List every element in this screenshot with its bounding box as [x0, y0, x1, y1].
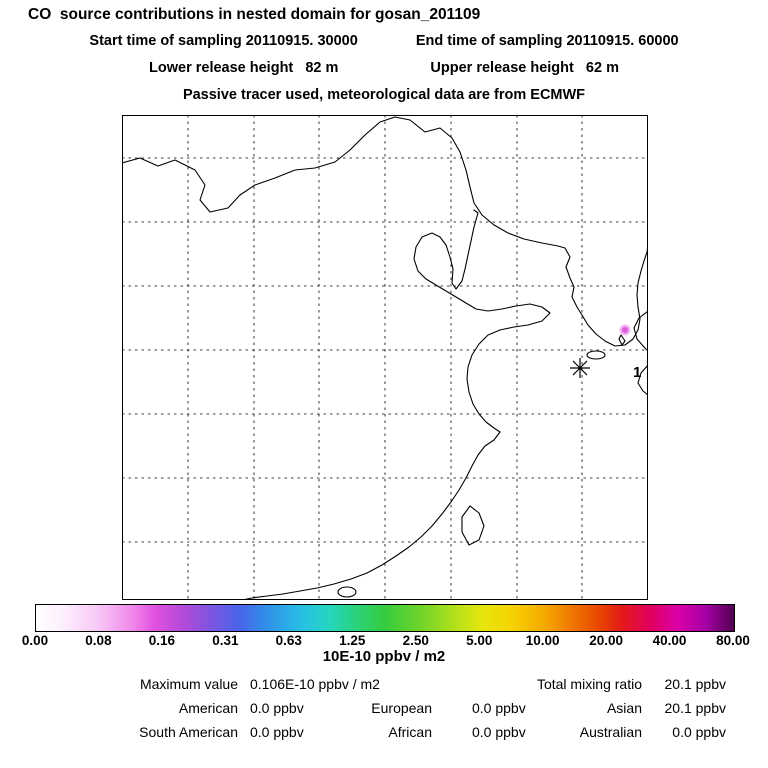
- region-label-american: American: [178, 700, 238, 716]
- colorbar-tick-label: 10.00: [525, 633, 560, 648]
- total-mixing-ratio-value: 20.1 ppbv: [664, 676, 727, 692]
- region-label-south-american: South American: [139, 724, 238, 740]
- colorbar-units: 10E-10 ppbv / m2: [322, 648, 446, 665]
- release-heights-row: Lower release height 82 m Upper release …: [0, 60, 768, 76]
- region-label-african: African: [388, 724, 432, 740]
- total-mixing-ratio-label: Total mixing ratio: [536, 676, 642, 692]
- receptor-marker-icon: [570, 358, 590, 378]
- start-time-text: Start time of sampling 20110915. 30000: [89, 33, 358, 49]
- taiwan-island: [461, 505, 485, 546]
- map-frame: 1: [121, 115, 649, 601]
- colorbar-tick-label: 0.00: [21, 633, 49, 648]
- region-value-american: 0.0 ppbv: [250, 700, 304, 716]
- map-svg: 1: [121, 115, 649, 601]
- japan-coast-partial: [637, 364, 649, 396]
- tracer-note-row: Passive tracer used, meteorological data…: [0, 87, 768, 103]
- stats-table: Maximum value 0.106E-10 ppbv / m2 Total …: [42, 676, 726, 748]
- sampling-times-row: Start time of sampling 20110915. 30000 E…: [0, 33, 768, 49]
- colorbar-tick-label: 0.16: [148, 633, 176, 648]
- tsushima-island: [618, 334, 626, 346]
- colorbar-tick-labels: 0.00 0.08 0.16 0.31 0.63 1.25 2.50 5.00 …: [22, 633, 750, 651]
- colorbar-tick-label: 5.00: [466, 633, 493, 648]
- colorbar: [35, 604, 735, 632]
- max-value-label: Maximum value: [139, 676, 238, 692]
- region-label-asian: Asian: [606, 700, 642, 716]
- colorbar-tick-label: 40.00: [652, 633, 687, 648]
- colorbar-tick-label: 1.25: [339, 633, 366, 648]
- region-value-african: 0.0 ppbv: [472, 724, 526, 740]
- colorbar-tick-label: 80.00: [716, 633, 750, 648]
- colorbar-tick-label: 20.00: [589, 633, 623, 648]
- colorbar-tick-label: 2.50: [402, 633, 429, 648]
- receptor-label: 1: [633, 364, 641, 381]
- colorbar-tick-label: 0.31: [212, 633, 239, 648]
- coastline-north-border-korea: [121, 116, 649, 347]
- max-value: 0.106E-10 ppbv / m2: [250, 676, 380, 692]
- end-time-text: End time of sampling 20110915. 60000: [415, 33, 679, 49]
- lower-release-text: Lower release height 82 m: [149, 60, 339, 76]
- region-value-australian: 0.0 ppbv: [672, 724, 726, 740]
- region-label-australian: Australian: [579, 724, 642, 740]
- tracer-note-text: Passive tracer used, meteorological data…: [182, 87, 586, 103]
- region-value-asian: 20.1 ppbv: [664, 700, 727, 716]
- grid-lines: [122, 115, 648, 600]
- source-contribution-dot: [619, 324, 631, 336]
- jeju-island: [586, 350, 606, 360]
- colorbar-tick-label: 0.08: [85, 633, 112, 648]
- page-title: CO source contributions in nested domain…: [28, 6, 481, 23]
- upper-release-text: Upper release height 62 m: [430, 60, 619, 76]
- colorbar-tick-label: 0.63: [275, 633, 302, 648]
- region-label-european: European: [371, 700, 432, 716]
- kyushu-coast-partial: [633, 310, 649, 352]
- region-value-european: 0.0 ppbv: [472, 700, 526, 716]
- coastline-china-coast: [241, 209, 551, 601]
- hainan-island: [337, 586, 357, 598]
- region-value-south-american: 0.0 ppbv: [250, 724, 304, 740]
